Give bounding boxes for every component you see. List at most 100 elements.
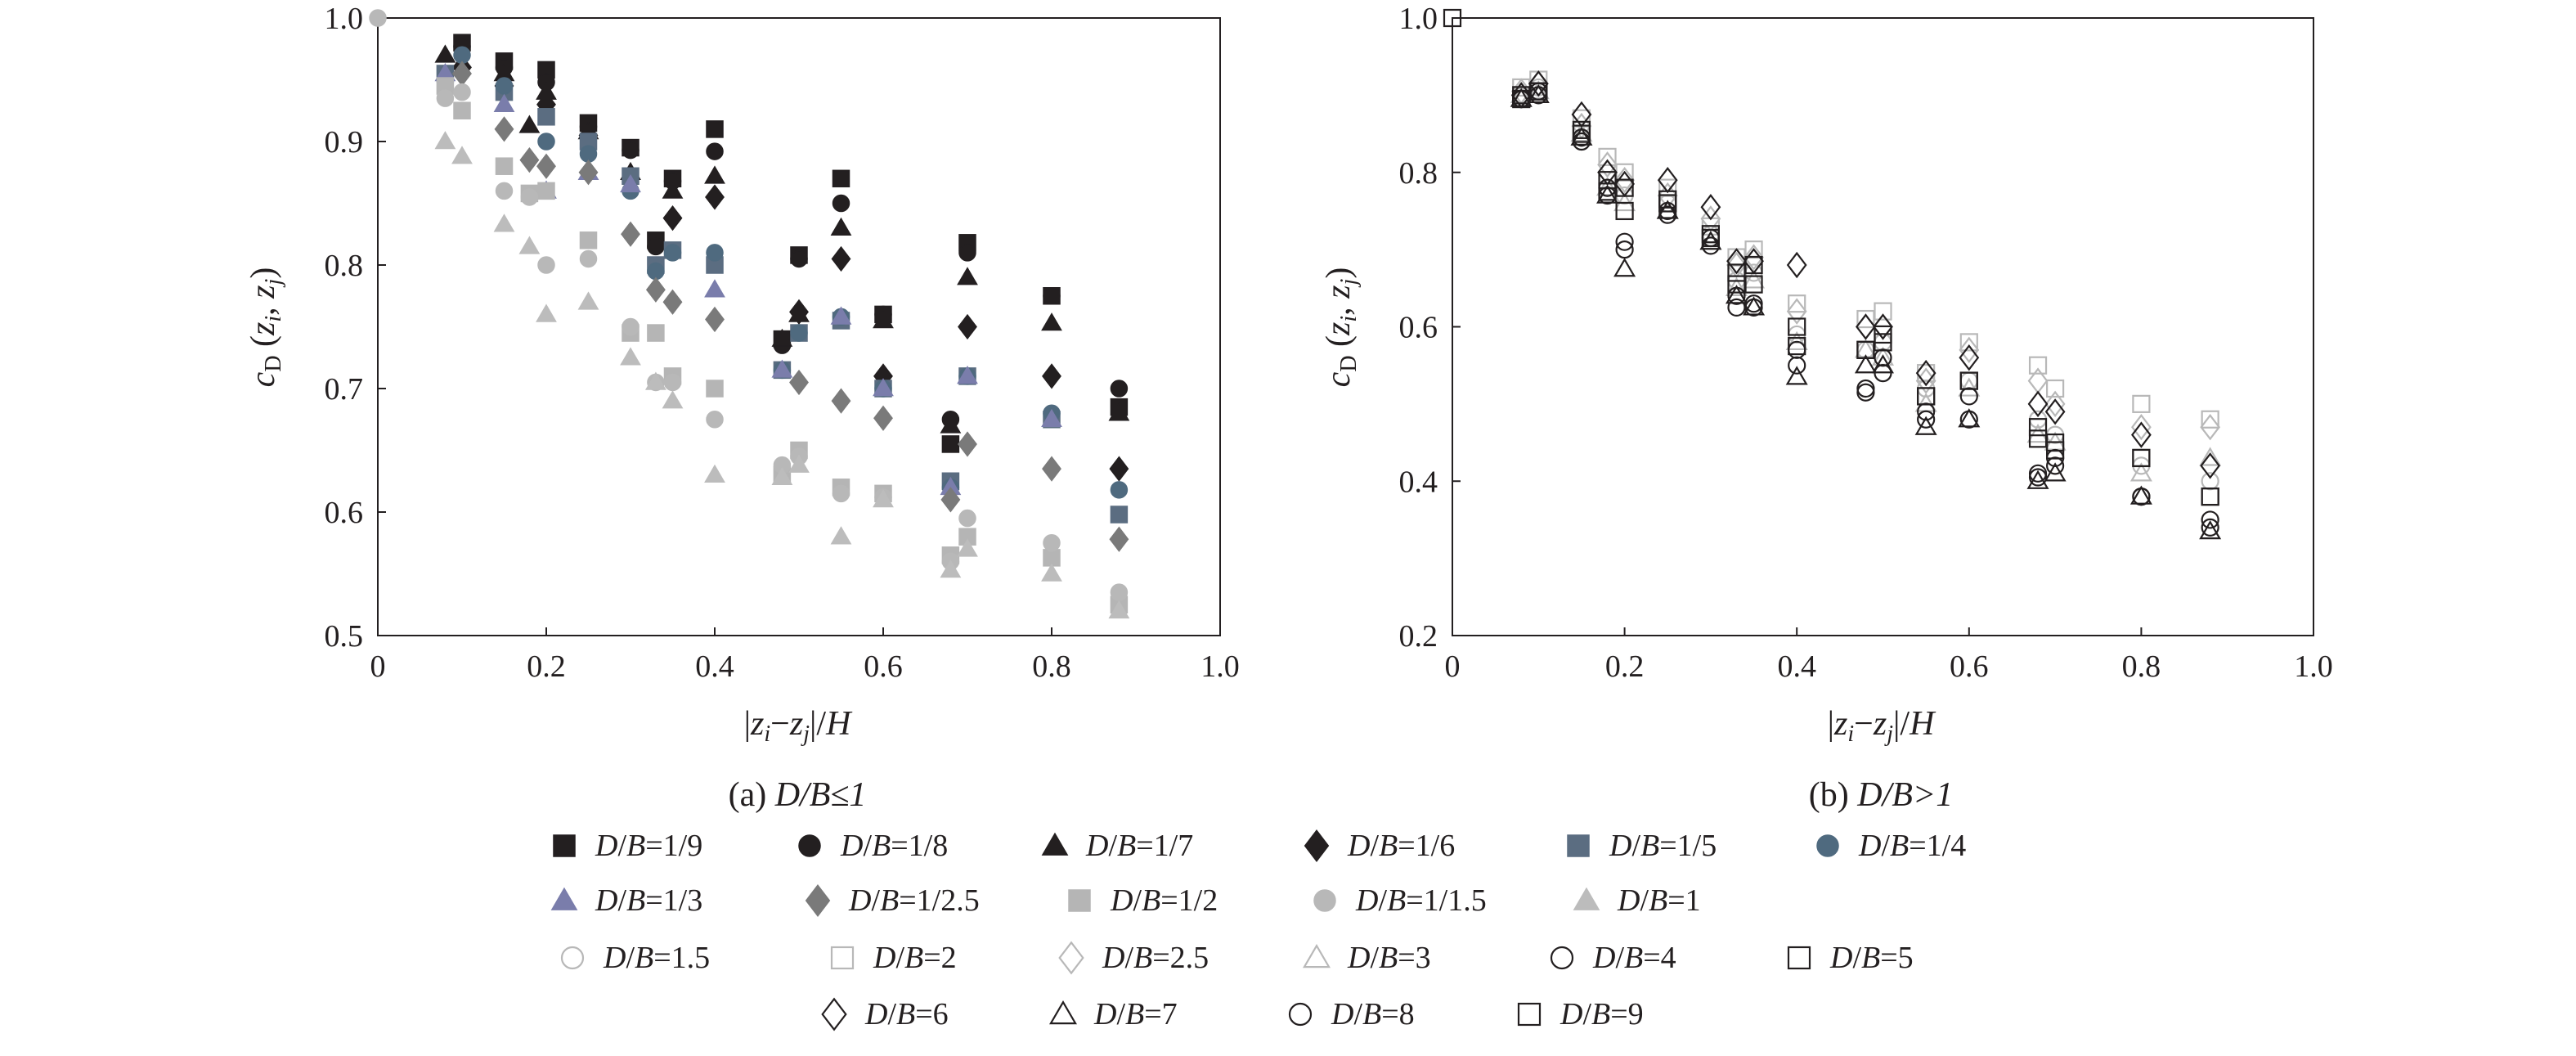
data-point — [790, 324, 808, 342]
data-point — [1699, 231, 1722, 250]
data-point — [1958, 377, 1981, 397]
y-tick-label: 0.8 — [325, 249, 364, 283]
legend-item: D/B=7 — [1049, 997, 1178, 1031]
legend-item: D/B=5 — [1787, 941, 1914, 975]
data-point — [1613, 258, 1636, 277]
data-point — [1656, 200, 1679, 219]
legend-label: D/B=1/3 — [595, 883, 702, 918]
data-point — [537, 133, 555, 151]
x-tick-label: 0.2 — [527, 649, 566, 684]
data-point — [1109, 526, 1129, 552]
data-point — [2201, 488, 2219, 506]
x-tick-label: 0.4 — [695, 649, 734, 684]
data-point — [830, 526, 852, 545]
data-point — [537, 182, 555, 200]
series-D-B-1 — [434, 131, 1130, 619]
data-point — [1785, 330, 1808, 351]
data-point — [1917, 402, 1936, 421]
legend-label: D/B=1/5 — [1609, 829, 1717, 863]
data-point — [536, 153, 556, 179]
y-tick-label: 0.7 — [325, 372, 364, 407]
data-point — [1615, 232, 1634, 251]
data-point — [941, 435, 960, 453]
data-point — [1598, 182, 1617, 201]
data-point — [2028, 356, 2048, 375]
data-point — [705, 306, 725, 333]
series-D-B-9 — [1443, 8, 2219, 506]
caption-a: (a) D/B≤1 — [729, 776, 867, 814]
data-point — [2201, 510, 2219, 529]
data-point — [1110, 506, 1129, 524]
data-point — [1527, 83, 1550, 104]
legend-label: D/B=1 — [1617, 883, 1701, 918]
data-point — [453, 83, 471, 101]
data-point — [1959, 333, 1978, 352]
data-point — [2199, 447, 2222, 466]
data-point — [1443, 8, 1462, 28]
data-point — [2044, 398, 2066, 425]
legend-item: D/B=1/6 — [1304, 829, 1455, 863]
data-point — [1108, 402, 1130, 421]
legend-marker — [1068, 889, 1091, 912]
data-point — [2026, 424, 2049, 443]
data-point — [1658, 178, 1677, 197]
data-point — [940, 559, 962, 578]
legend-label: D/B=9 — [1560, 997, 1644, 1031]
data-point — [647, 237, 665, 256]
data-point — [1959, 387, 1978, 406]
data-point — [662, 204, 683, 231]
data-point — [704, 279, 725, 298]
data-point — [1917, 387, 1936, 406]
legend-item: D/B=1 — [1573, 883, 1701, 918]
legend-label: D/B=7 — [1093, 997, 1178, 1031]
data-point — [873, 489, 894, 508]
data-point — [1614, 170, 1635, 198]
data-point — [831, 245, 851, 272]
legend-label: D/B=1/9 — [595, 829, 702, 863]
data-point — [453, 46, 471, 65]
y-tick-label: 0.9 — [325, 125, 364, 160]
data-point — [790, 249, 808, 268]
legend-item: D/B=1.5 — [560, 941, 710, 975]
data-point — [1043, 534, 1061, 552]
data-point — [2201, 472, 2219, 491]
legend: D/B=1/9 D/B=1/8 D/B=1/7 D/B=1/6 D/B=1/5 D/B=1… — [550, 829, 1966, 1031]
data-point — [434, 131, 456, 150]
xlabel-a: |zi−zj|/H — [744, 705, 853, 747]
legend-marker — [1041, 832, 1069, 856]
data-point — [789, 369, 809, 396]
data-point — [832, 194, 850, 213]
data-point — [1725, 276, 1748, 296]
data-point — [706, 411, 724, 429]
data-point — [1701, 228, 1720, 248]
data-point — [2129, 462, 2152, 482]
legend-item: D/B=8 — [1288, 997, 1415, 1031]
x-tick-label: 0.2 — [1605, 649, 1645, 684]
legend-label: D/B=1/7 — [1085, 829, 1193, 863]
data-point — [1042, 363, 1061, 389]
legend-marker — [560, 946, 585, 970]
y-tick-label: 1.0 — [325, 2, 364, 36]
legend-label: D/B=1/4 — [1858, 829, 1966, 863]
legend-item: D/B=4 — [1550, 941, 1676, 975]
data-point — [663, 244, 682, 262]
data-point — [519, 147, 540, 173]
legend-marker — [1550, 946, 1574, 970]
legend-label: D/B=1.5 — [603, 941, 710, 975]
data-point — [621, 221, 640, 247]
data-point — [873, 378, 894, 397]
legend-marker — [1313, 889, 1336, 912]
x-tick-label: 0.8 — [2122, 649, 2161, 684]
data-point — [958, 244, 976, 262]
data-point — [2132, 448, 2151, 468]
legend-marker — [1573, 887, 1600, 910]
data-point — [1041, 408, 1062, 428]
data-point — [1597, 151, 1618, 178]
legend-marker — [830, 946, 855, 970]
x-tick-label: 0 — [370, 649, 386, 684]
data-point — [2046, 379, 2065, 398]
ylabel-a: cD (zi, zj) — [245, 267, 286, 388]
data-point — [579, 145, 598, 163]
data-point — [1510, 88, 1533, 107]
legend-marker — [1058, 941, 1084, 975]
